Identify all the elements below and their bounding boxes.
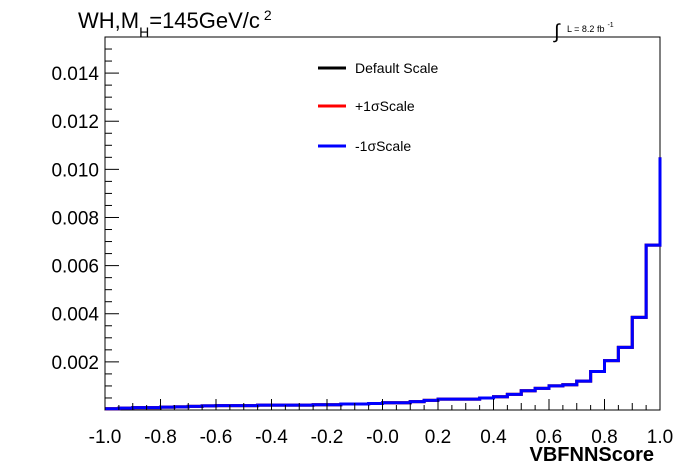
x-tick-label: -1.0 [89, 427, 122, 448]
x-tick-label: 1.0 [647, 427, 673, 448]
x-tick-label: -0.8 [144, 427, 177, 448]
title-main-text: WH,M [78, 8, 139, 33]
x-tick-label: 0.4 [480, 427, 507, 448]
title-rest: =145GeV/c [149, 8, 260, 33]
x-tick-label: 0.2 [425, 427, 451, 448]
title-subscript: H [139, 24, 149, 40]
luminosity-superscript: -1 [607, 22, 613, 29]
title-superscript: 2 [264, 7, 272, 23]
y-axis-ticks: 0.002 0.004 0.006 0.008 0.010 0.012 0.014 [51, 36, 119, 399]
x-axis-ticks: -1.0 -0.8 -0.6 -0.4 -0.2 -0.0 0.2 0.4 0.6 0.8 1.0 [89, 399, 673, 448]
x-tick-label: -0.0 [366, 427, 399, 448]
x-tick-label: -0.2 [311, 427, 344, 448]
x-tick-label: -0.4 [255, 427, 288, 448]
series-group [105, 157, 662, 411]
x-tick-label: 0.6 [536, 427, 562, 448]
y-tick-label: 0.004 [51, 305, 99, 326]
x-tick-label: -0.6 [200, 427, 233, 448]
legend-entry-label: -1σScale [355, 138, 411, 154]
x-tick-label: 0.8 [591, 427, 617, 448]
series-line-2 [105, 157, 662, 411]
legend-entry-label: Default Scale [355, 60, 438, 76]
y-tick-label: 0.010 [51, 160, 99, 181]
integral-symbol: ∫ [553, 21, 561, 43]
legend: Default Scale +1σScale -1σScale [318, 60, 438, 154]
y-tick-label: 0.012 [51, 112, 99, 133]
y-tick-label: 0.008 [51, 208, 99, 229]
luminosity-text: L = 8.2 fb [567, 24, 604, 34]
legend-entry-label: +1σScale [355, 98, 415, 114]
y-tick-label: 0.006 [51, 257, 99, 278]
x-axis-label: VBFNNScore [530, 444, 654, 466]
y-tick-label: 0.014 [51, 64, 99, 85]
y-tick-label: 0.002 [51, 353, 99, 374]
luminosity-label: L = 8.2 fb -1 [567, 22, 614, 34]
chart-title: WH,MH=145GeV/c 2 [78, 7, 272, 40]
